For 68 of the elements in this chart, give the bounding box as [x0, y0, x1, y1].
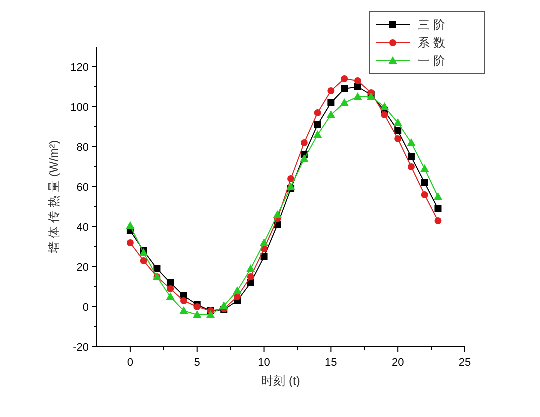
point [408, 164, 415, 170]
y-tick-label: 120 [70, 62, 89, 74]
point [300, 140, 308, 146]
point [313, 130, 322, 138]
point [247, 274, 254, 280]
point [434, 206, 442, 212]
point [394, 136, 402, 142]
legend-label: 系 数 [418, 36, 446, 50]
point [314, 122, 322, 128]
point [434, 192, 443, 200]
point [406, 138, 416, 146]
point [408, 154, 415, 160]
y-tick-label: 20 [76, 262, 89, 274]
point [314, 110, 322, 116]
point [167, 280, 174, 286]
point [233, 286, 242, 294]
y-tick-label: 100 [70, 102, 89, 114]
y-tick-label: 80 [76, 142, 89, 154]
point [167, 286, 174, 292]
point [288, 176, 295, 182]
point [381, 112, 388, 118]
point [354, 84, 362, 90]
point [300, 154, 309, 162]
y-tick-label: 60 [76, 182, 89, 194]
point [154, 266, 161, 272]
x-tick-label: 0 [127, 357, 134, 369]
point [421, 180, 428, 186]
point [340, 98, 350, 106]
point [179, 306, 188, 314]
x-axis-title: 时刻 (t) [262, 374, 300, 388]
x-tick-label: 5 [194, 357, 200, 369]
point [140, 258, 148, 264]
point [341, 76, 348, 82]
point [126, 222, 135, 230]
point [192, 310, 202, 318]
point [421, 192, 428, 198]
point [328, 100, 335, 106]
point [286, 182, 296, 190]
point [328, 88, 335, 94]
x-tick-label: 20 [392, 357, 404, 369]
legend-label: 三 阶 [418, 18, 446, 32]
point [394, 128, 402, 134]
point [434, 218, 442, 224]
legend-label: 一 阶 [418, 54, 446, 68]
y-tick-label: 40 [76, 222, 89, 234]
point [126, 240, 134, 246]
point [354, 78, 362, 84]
y-tick-label: -20 [73, 342, 89, 354]
point [326, 110, 336, 118]
point [180, 298, 188, 304]
point [353, 92, 362, 100]
point [380, 102, 390, 110]
point [166, 292, 176, 300]
point [220, 302, 229, 310]
point [246, 264, 256, 272]
point [206, 310, 216, 318]
x-tick-label: 25 [458, 357, 472, 369]
point [234, 294, 242, 300]
point [260, 254, 268, 260]
point [273, 210, 282, 218]
point [394, 118, 403, 126]
y-axis-title: 墙 体 传 热 量 (W/m²) [47, 140, 61, 255]
x-tick-label: 15 [325, 357, 338, 369]
point [420, 164, 430, 172]
y-tick-label: 0 [82, 302, 89, 314]
point [260, 238, 269, 246]
point [341, 86, 348, 92]
x-tick-label: 10 [258, 357, 270, 369]
